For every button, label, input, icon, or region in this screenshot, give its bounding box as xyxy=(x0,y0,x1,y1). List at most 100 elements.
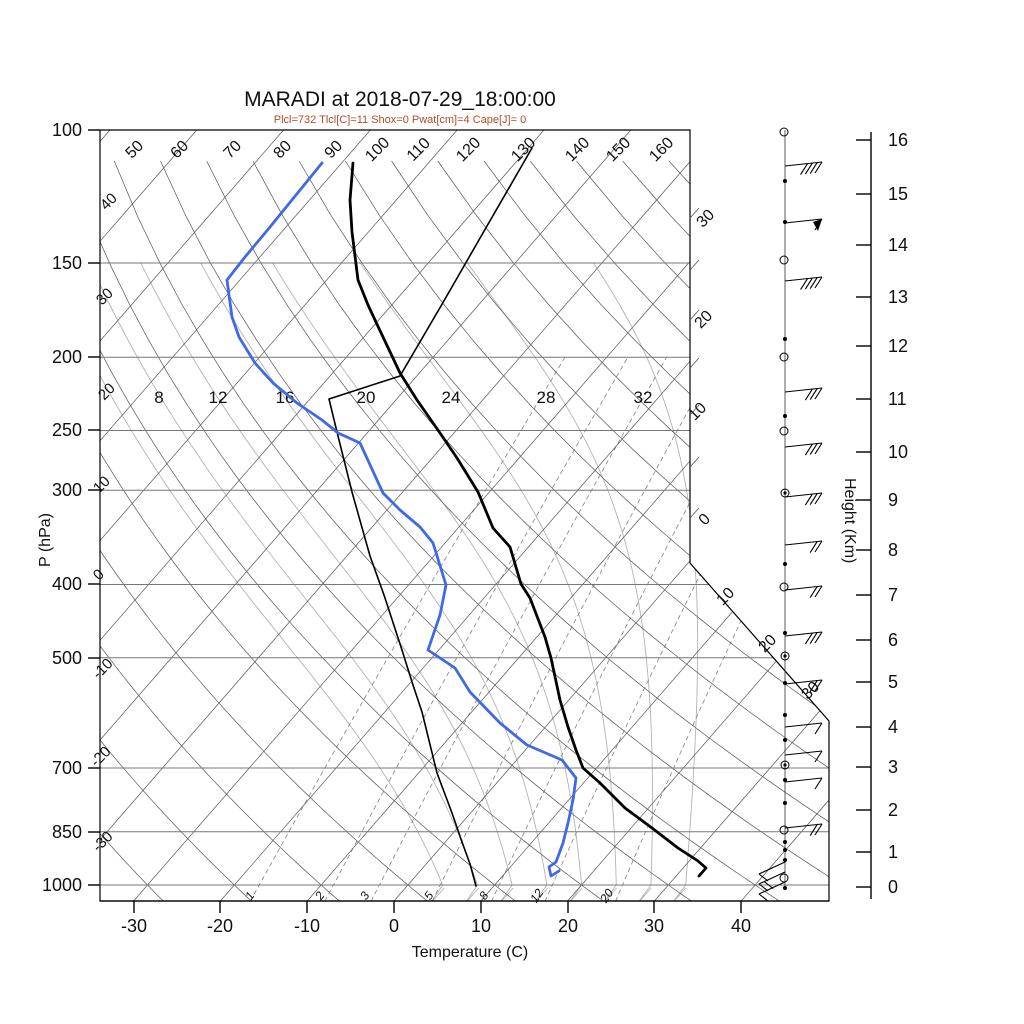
level-dot xyxy=(783,337,787,341)
wind-barb xyxy=(758,871,786,892)
pressure-tick-label: 1000 xyxy=(42,875,82,895)
wind-barb xyxy=(784,722,823,735)
temperature-tick-label: 0 xyxy=(389,916,399,936)
dry-adiabat-label: 70 xyxy=(221,137,246,162)
level-circle xyxy=(779,426,789,436)
height-axis-label: Height (Km) xyxy=(841,478,858,564)
level-dot xyxy=(783,738,787,742)
temperature-axis-label: Temperature (C) xyxy=(411,944,529,961)
moist-adiabat-label: 28 xyxy=(537,388,556,407)
mixing-ratio-label: 5 xyxy=(421,889,436,903)
temperature-tick-label: -20 xyxy=(207,916,233,936)
pressure-tick-label: 500 xyxy=(52,648,82,668)
pressure-tick-label: 300 xyxy=(52,480,82,500)
pressure-axis-label: P (hPa) xyxy=(37,513,54,567)
level-dot xyxy=(783,801,787,805)
moist-adiabat-label: 20 xyxy=(357,388,376,407)
wind-barb xyxy=(784,679,823,692)
wind-barb xyxy=(784,161,823,175)
level-circle xyxy=(779,582,789,592)
dry-adiabat-label: 160 xyxy=(646,134,677,165)
isotherm-exit-label: 10 xyxy=(686,399,711,424)
isotherm-exit-label: 20 xyxy=(692,307,717,332)
parcel-trace-curve xyxy=(328,147,533,887)
pressure-tick-label: 200 xyxy=(52,347,82,367)
chart-subtitle: Plcl=732 Tlcl[C]=11 Shox=0 Pwat[cm]=4 Ca… xyxy=(273,114,527,126)
level-dot xyxy=(783,220,787,224)
dry-adiabat-label: -10 xyxy=(89,655,116,682)
temperature-tick-label: -10 xyxy=(294,916,320,936)
wind-barb xyxy=(784,442,823,456)
dry-adiabat-label: 0 xyxy=(90,566,108,584)
isotherm-exit-label: 20 xyxy=(756,631,781,656)
wind-barb xyxy=(784,823,823,836)
height-tick-label: 1 xyxy=(888,842,898,862)
level-dot-circle xyxy=(780,760,790,770)
height-tick-label: 14 xyxy=(888,235,908,255)
level-dot xyxy=(783,778,787,782)
moist-adiabat-label: 24 xyxy=(442,388,461,407)
level-dot-circle xyxy=(780,651,790,661)
pressure-tick-label: 150 xyxy=(52,253,82,273)
isotherm-exit-label: 0 xyxy=(696,511,714,529)
height-tick-label: 9 xyxy=(888,490,898,510)
mixing-ratio-label: 3 xyxy=(357,889,372,903)
height-tick-label: 11 xyxy=(888,389,907,409)
wind-barb xyxy=(784,276,823,290)
height-tick-label: 4 xyxy=(888,717,898,737)
pressure-tick-label: 850 xyxy=(52,822,82,842)
level-dot xyxy=(783,858,787,862)
wind-barb xyxy=(784,750,823,763)
moist-adiabat-label: 32 xyxy=(634,388,653,407)
wind-barb xyxy=(784,540,823,553)
height-tick-label: 0 xyxy=(888,877,898,897)
height-tick-label: 15 xyxy=(888,184,908,204)
wind-barb xyxy=(784,492,823,506)
dry-adiabat-label: 30 xyxy=(93,285,117,309)
level-dot xyxy=(783,414,787,418)
chart-title: MARADI at 2018-07-29_18:00:00 xyxy=(244,88,556,111)
wind-barb xyxy=(784,631,823,645)
dry-adiabat-label: 60 xyxy=(168,137,193,162)
isotherm-exit-label: 10 xyxy=(714,584,739,609)
dry-adiabat-label: -20 xyxy=(87,743,114,770)
level-circle xyxy=(779,825,789,835)
sounding-curves xyxy=(225,147,708,887)
height-tick-label: 13 xyxy=(888,287,908,307)
mixing-ratio-label: 20 xyxy=(597,886,617,906)
pressure-tick-label: 250 xyxy=(52,420,82,440)
wind-barb xyxy=(784,777,823,790)
wind-barb xyxy=(758,881,786,902)
dry-adiabat-label: 10 xyxy=(90,473,114,497)
temperature-tick-label: 10 xyxy=(471,916,491,936)
height-tick-label: 5 xyxy=(888,672,898,692)
dry-adiabat-label: 140 xyxy=(562,134,593,165)
height-tick-label: 2 xyxy=(888,800,898,820)
height-tick-label: 16 xyxy=(888,130,908,150)
moist-adiabat-label: 8 xyxy=(154,388,163,407)
level-dot xyxy=(783,840,787,844)
level-circle xyxy=(779,127,789,137)
dry-adiabat-label: 150 xyxy=(603,134,634,165)
pressure-tick-label: 700 xyxy=(52,758,82,778)
temperature-tick-label: -30 xyxy=(121,916,147,936)
level-dot xyxy=(783,848,787,852)
level-dot xyxy=(783,713,787,717)
dry-adiabat-label: 110 xyxy=(404,135,434,165)
moist-adiabat-label: 12 xyxy=(209,388,228,407)
dry-adiabat-label: 50 xyxy=(123,137,148,162)
dewpoint-curve xyxy=(225,161,578,878)
level-dot xyxy=(783,562,787,566)
temperature-tick-label: 40 xyxy=(731,916,751,936)
pressure-tick-label: 400 xyxy=(52,574,82,594)
level-circle xyxy=(779,873,789,883)
plot-frame xyxy=(99,129,830,902)
mixing-ratio-label: 8 xyxy=(476,889,491,903)
dry-adiabat-label: 20 xyxy=(95,380,119,404)
temperature-tick-label: 30 xyxy=(644,916,664,936)
height-tick-label: 10 xyxy=(888,442,908,462)
level-dot xyxy=(783,886,787,890)
